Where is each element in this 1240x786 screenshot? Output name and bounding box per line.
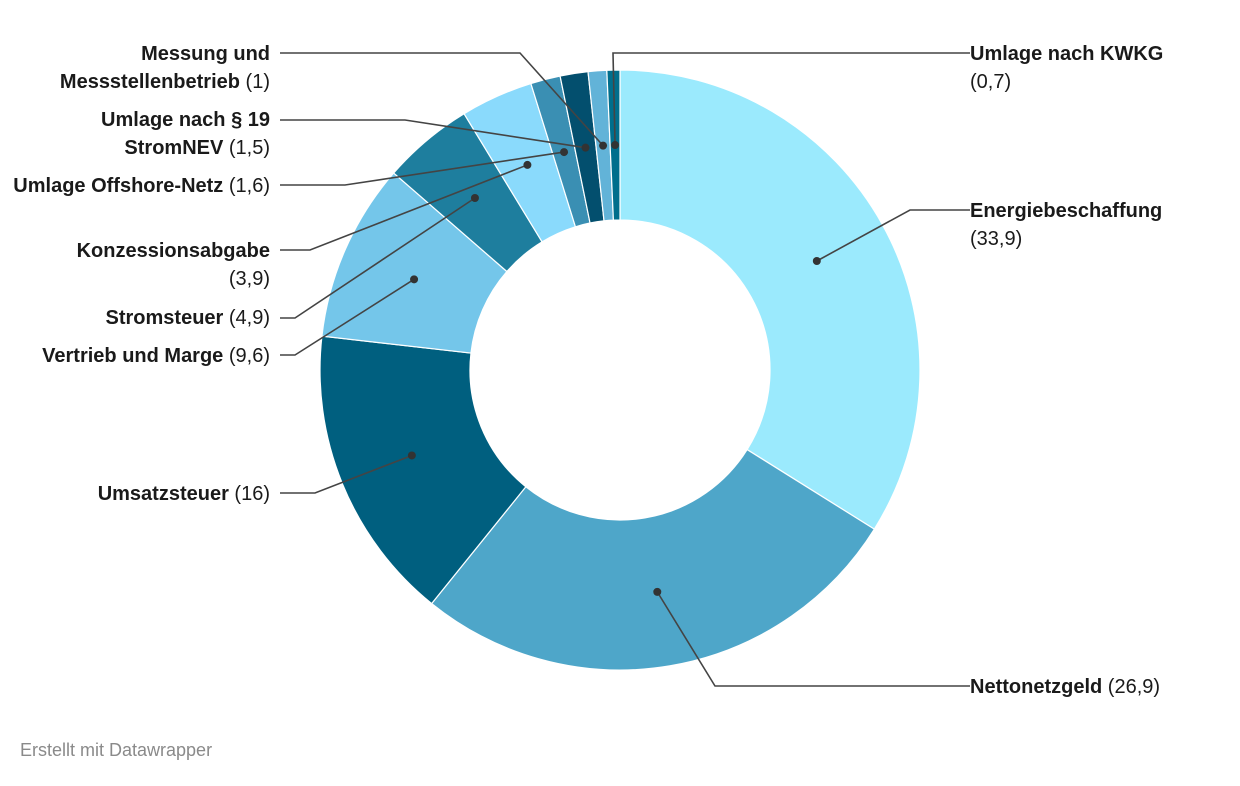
leader-dot-9 [611,141,620,150]
leader-dot-8 [599,141,608,150]
label-kwkg: Umlage nach KWKG (0,7) [970,43,1164,93]
footer-credit: Erstellt mit Datawrapper [20,740,213,760]
leader-dot-1 [653,587,662,596]
label-stromsteuer: Stromsteuer (4,9) [105,307,271,329]
leader-line-1 [656,591,970,687]
leader-dot-0 [812,256,821,265]
leader-dot-4 [470,193,479,202]
label-offshore: Umlage Offshore-Netz (1,6) [13,175,270,197]
label-umlage-19: Umlage nach § 19 StromNEV (1,5) [101,109,270,159]
label-energiebeschaffung: Energiebeschaffung (33,9) [970,200,1163,250]
leader-line-2 [280,454,413,494]
label-umsatzsteuer: Umsatzsteuer (16) [97,483,270,505]
leader-line-0 [816,209,970,262]
leader-dot-5 [523,160,532,169]
slice-2 [319,335,527,605]
leader-line-6 [280,151,565,186]
leader-dot-3 [410,275,419,284]
leader-line-5 [280,164,528,251]
leader-line-3 [280,278,415,356]
leader-dot-7 [581,143,590,152]
leader-line-9 [612,52,970,146]
leader-dot-2 [407,451,416,460]
slice-0 [619,69,921,530]
label-messung: Messung und Messstellenbetrieb (1) [59,43,270,93]
slice-1 [430,448,876,671]
label-konzessionsabgabe: Konzessionsabgabe (3,9) [76,240,270,290]
leader-dot-6 [560,148,569,157]
label-vertrieb: Vertrieb und Marge (9,6) [42,345,270,367]
leader-line-8 [280,52,604,147]
label-nettonetzgeld: Nettonetzgeld (26,9) [970,676,1161,698]
leader-line-7 [280,119,586,149]
leader-line-4 [280,197,476,319]
